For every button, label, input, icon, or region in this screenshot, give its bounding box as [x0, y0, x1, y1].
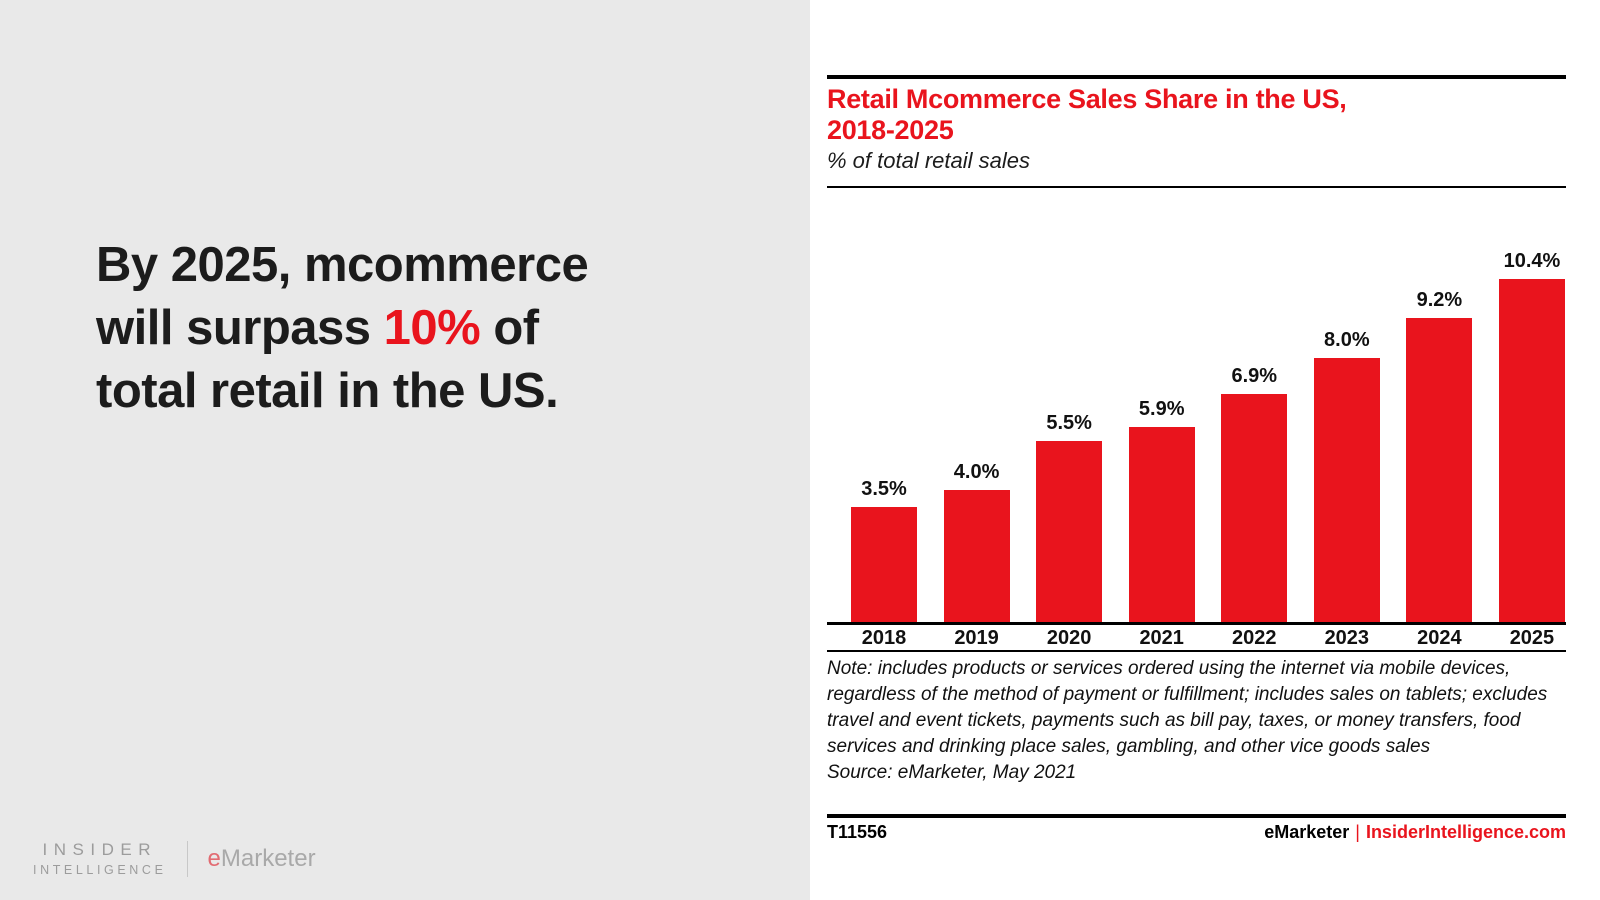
bar-value-label: 9.2% — [1416, 289, 1463, 312]
logo-divider — [186, 840, 188, 877]
x-axis-label: 2023 — [1324, 627, 1370, 649]
chart-title: Retail Mcommerce Sales Share in the US, … — [827, 84, 1347, 145]
footer-url-link[interactable]: InsiderIntelligence.com — [1365, 822, 1566, 842]
bar — [1036, 440, 1103, 622]
bar — [1221, 394, 1288, 622]
chart-note: Note: includes products or services orde… — [827, 656, 1566, 786]
footer-separator: | — [1355, 822, 1360, 842]
footer: T11556 eMarketer | InsiderIntelligence.com — [827, 822, 1566, 843]
bar — [851, 506, 917, 622]
insider-intelligence-emarketer-logo: INSIDER INTELLIGENCE eMarketer — [33, 840, 316, 877]
bar-value-label: 8.0% — [1324, 329, 1370, 351]
subtitle-rule — [827, 186, 1566, 188]
footer-emarketer: eMarketer — [1264, 822, 1350, 842]
headline: By 2025, mcommerce will surpass 10% of t… — [96, 234, 736, 423]
headline-line1: By 2025, mcommerce — [96, 238, 589, 292]
bar — [1498, 278, 1565, 622]
x-axis-label: 2018 — [861, 627, 907, 649]
top-rule — [827, 75, 1566, 79]
x-axis-label: 2025 — [1509, 627, 1555, 649]
bar-value-label: 10.4% — [1503, 249, 1561, 272]
chart-id: T11556 — [827, 822, 888, 842]
bar — [1128, 427, 1195, 622]
logo-intelligence-text: INTELLIGENCE — [33, 863, 167, 877]
left-panel: By 2025, mcommerce will surpass 10% of t… — [0, 0, 810, 900]
note-text: Note: includes products or services orde… — [827, 658, 1548, 757]
bar-group-2022: 6.9% — [1221, 365, 1288, 622]
bar-group-2025: 10.4% — [1498, 249, 1565, 622]
headline-highlight: 10% — [383, 301, 481, 355]
logo-insider-text: INSIDER — [42, 840, 157, 859]
bar-value-label: 5.5% — [1046, 411, 1092, 434]
chart-subtitle: % of total retail sales — [827, 148, 1030, 173]
headline-line3: total retail in the US. — [96, 364, 559, 418]
chart-panel: Retail Mcommerce Sales Share in the US, … — [810, 0, 1600, 900]
footer-brandline: eMarketer | InsiderIntelligence.com — [1264, 822, 1566, 843]
x-axis-label: 2024 — [1417, 627, 1462, 649]
bar-group-2021: 5.9% — [1128, 398, 1195, 622]
x-axis-label: 2020 — [1046, 627, 1092, 649]
bar-value-label: 6.9% — [1231, 365, 1278, 388]
bar-group-2024: 9.2% — [1406, 289, 1473, 622]
x-axis-label: 2019 — [954, 627, 999, 649]
bar-group-2019: 4.0% — [943, 461, 1010, 622]
bar-value-label: 5.9% — [1138, 398, 1185, 421]
bar-group-2020: 5.5% — [1036, 411, 1103, 622]
emarketer-wordmark: eMarketer — [207, 844, 316, 872]
source-text: Source: eMarketer, May 2021 — [827, 762, 1077, 783]
chart-bottom-rule — [827, 650, 1566, 652]
footer-rule — [827, 814, 1566, 818]
bar — [1406, 318, 1473, 622]
headline-line2: will surpass 10% of — [96, 301, 539, 355]
x-axis-line — [827, 622, 1566, 625]
bar-group-2018: 3.5% — [851, 477, 917, 622]
bar-value-label: 3.5% — [861, 477, 907, 500]
bars: 3.5% 4.0% 5.5% 5.9% 6.9% 8.0% 9.2% 10.4% — [851, 222, 1565, 622]
bar — [1313, 358, 1380, 622]
x-axis-label: 2021 — [1139, 627, 1184, 649]
bar — [943, 490, 1010, 622]
bar-value-label: 4.0% — [953, 461, 1000, 483]
insider-intelligence-wordmark: INSIDER INTELLIGENCE — [33, 840, 167, 877]
x-axis-label: 2022 — [1232, 627, 1277, 649]
x-axis-labels: 2018 2019 2020 2021 2022 2023 2024 2025 — [851, 627, 1565, 650]
bar-group-2023: 8.0% — [1313, 329, 1380, 622]
